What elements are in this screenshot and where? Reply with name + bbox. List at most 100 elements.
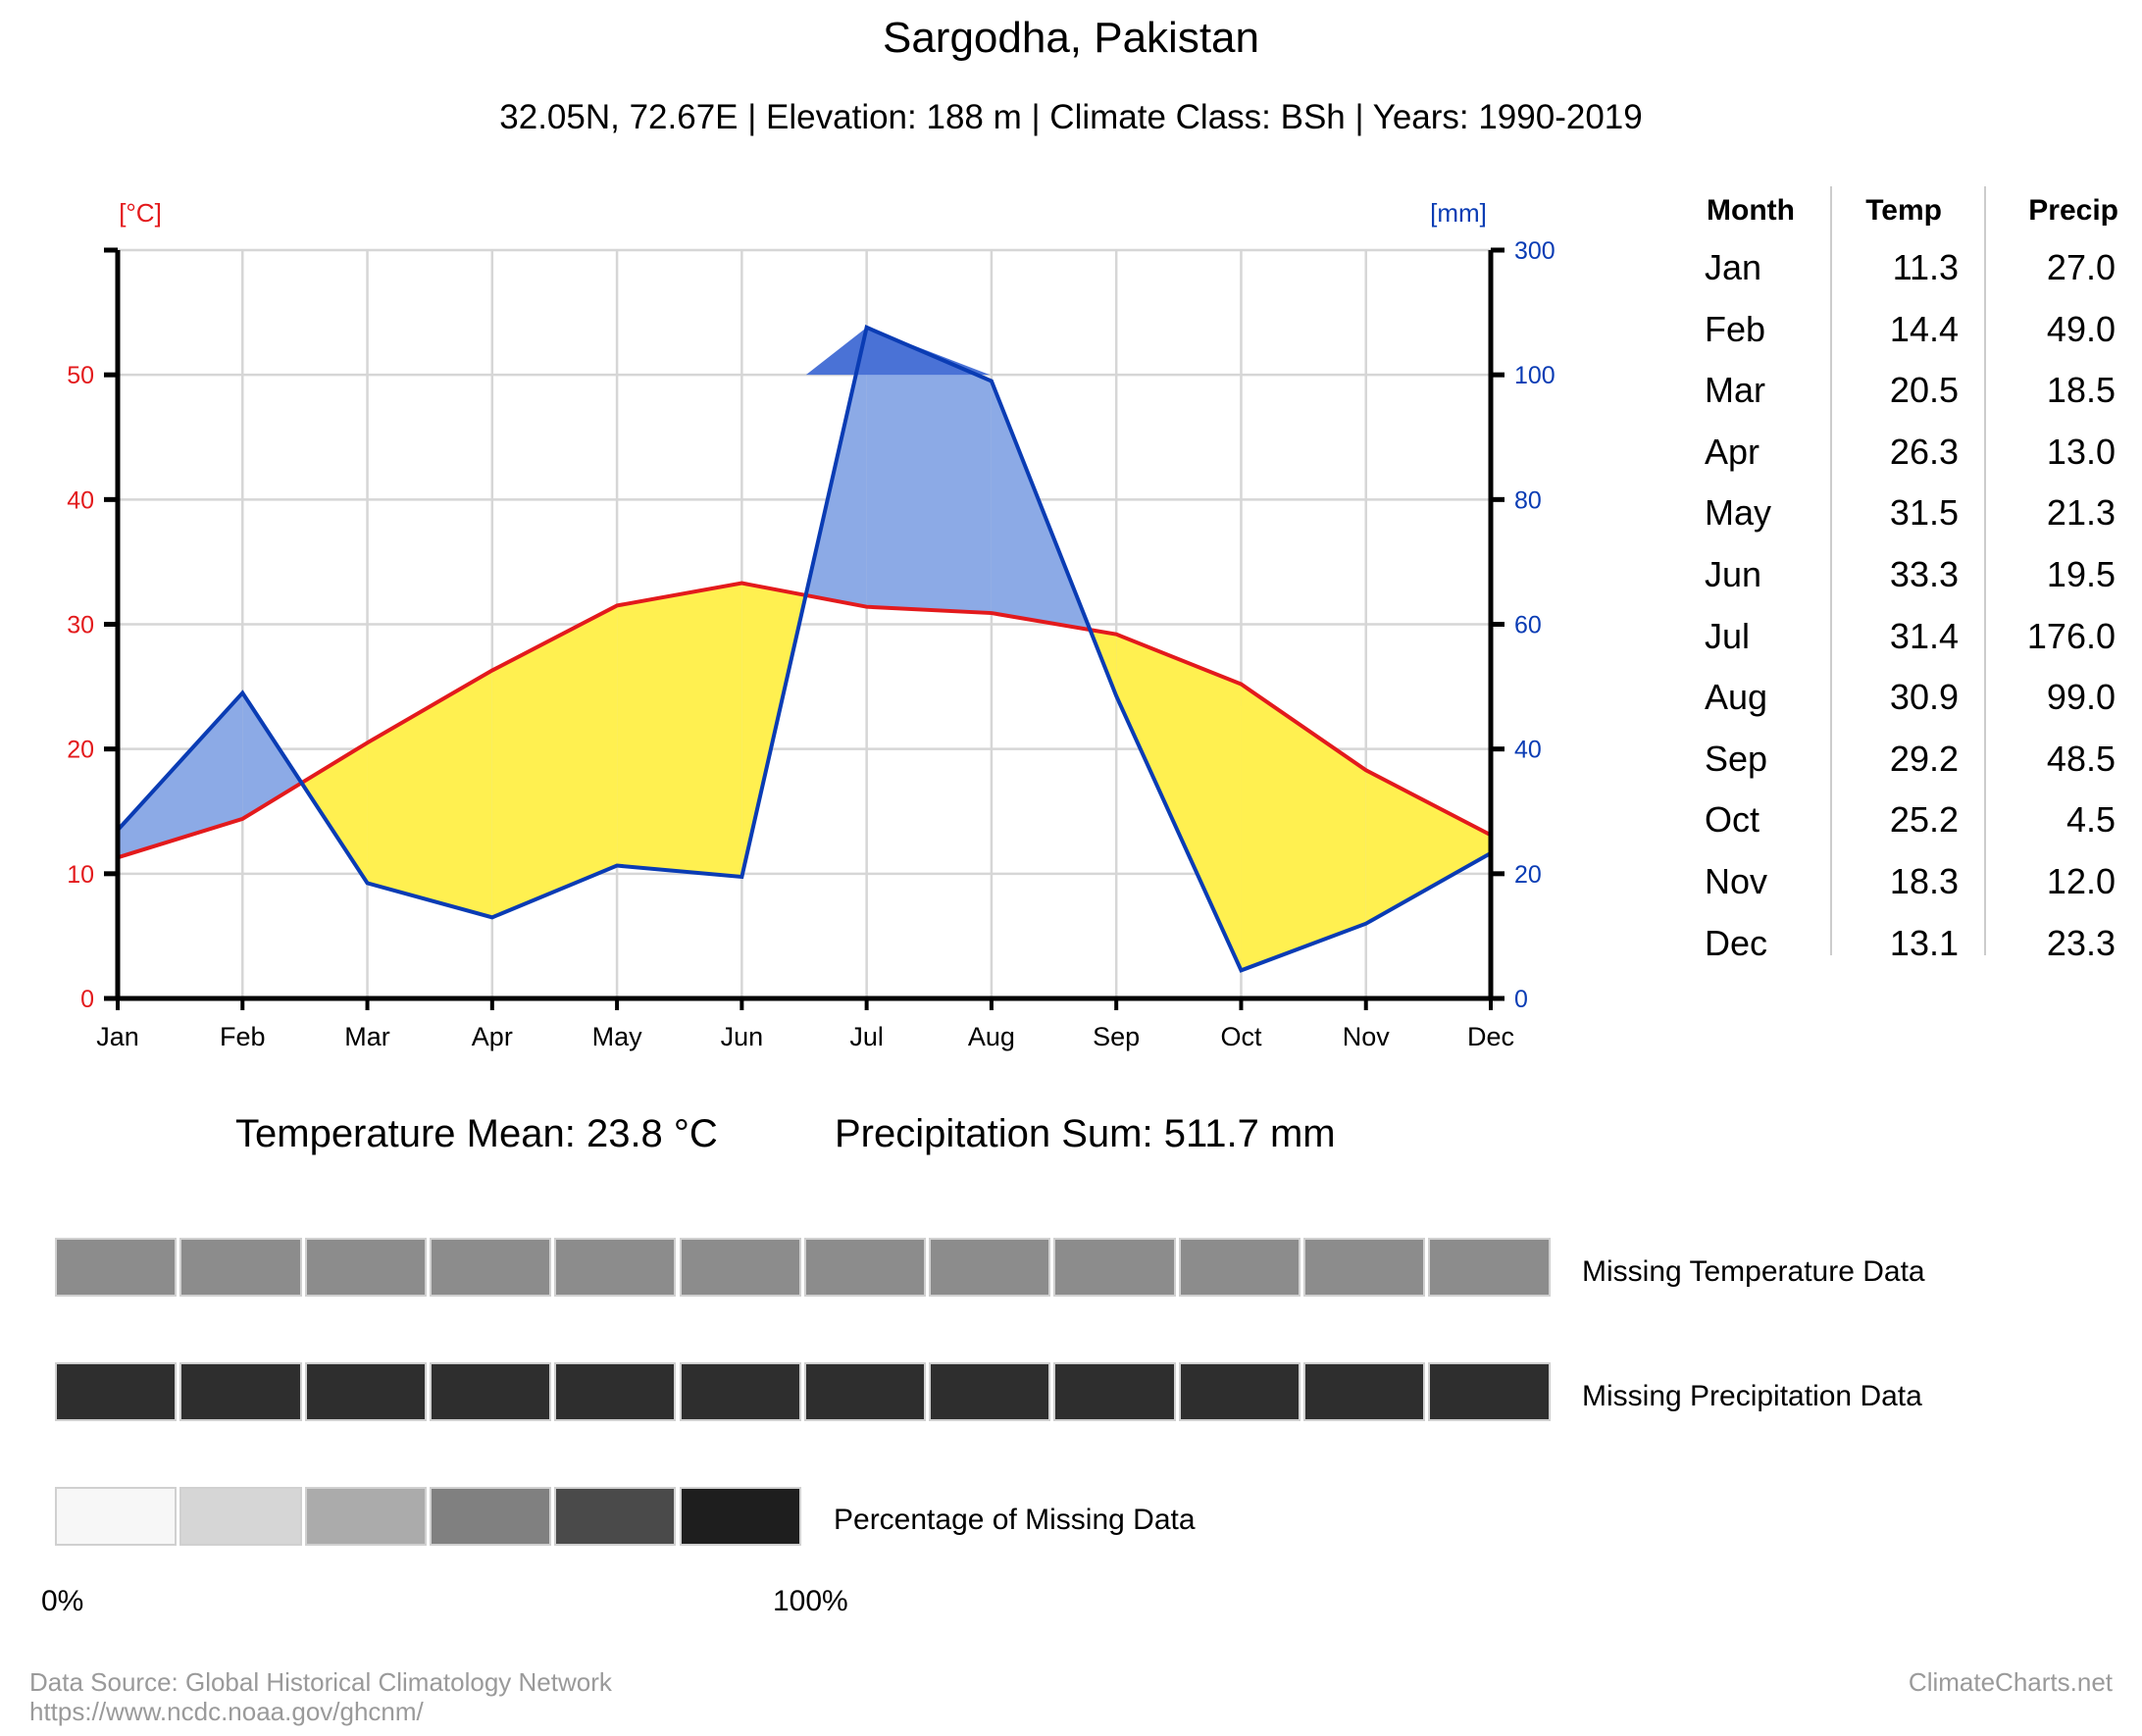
table-cell-temp: 33.3 bbox=[1889, 554, 1959, 594]
table-divider bbox=[1830, 186, 1832, 955]
arid-area bbox=[367, 670, 492, 918]
table-cell-temp: 31.5 bbox=[1889, 492, 1959, 534]
scale-max-label: 100% bbox=[773, 1585, 848, 1617]
humid-area bbox=[242, 692, 302, 819]
table-cell-precip: 19.5 bbox=[2046, 554, 2116, 594]
arid-area bbox=[1365, 770, 1491, 924]
arid-area bbox=[491, 605, 618, 918]
left-tick-label: 30 bbox=[67, 612, 94, 639]
table-cell-temp: 18.3 bbox=[1889, 861, 1959, 901]
left-tick-label: 20 bbox=[67, 737, 94, 764]
scale-min-label: 0% bbox=[41, 1585, 84, 1617]
x-tick-label: Dec bbox=[1467, 1022, 1514, 1051]
missing-precip-cell bbox=[803, 1362, 927, 1421]
table-cell-temp: 26.3 bbox=[1889, 431, 1959, 472]
missing-temp-cell bbox=[929, 1238, 1051, 1297]
missing-temp-cell bbox=[1178, 1238, 1300, 1297]
x-tick-label: Jun bbox=[721, 1022, 764, 1051]
missing-precipitation-label: Missing Precipitation Data bbox=[1582, 1380, 1922, 1412]
right-tick-label: 40 bbox=[1514, 737, 1542, 764]
table-cell-month: Jun bbox=[1705, 554, 1762, 594]
chart-subtitle: 32.05N, 72.67E | Elevation: 188 m | Clim… bbox=[499, 98, 1643, 136]
x-tick-label: Nov bbox=[1343, 1022, 1391, 1051]
x-tick-label: Sep bbox=[1093, 1022, 1140, 1051]
missing-temp-cell bbox=[179, 1238, 302, 1297]
x-tick-label: Oct bbox=[1220, 1022, 1262, 1051]
x-tick-label: Feb bbox=[220, 1022, 266, 1051]
table-cell-temp: 13.1 bbox=[1889, 922, 1959, 963]
missing-temp-cell bbox=[55, 1238, 178, 1297]
left-tick-label: 40 bbox=[67, 486, 94, 514]
missing-percentage-label: Percentage of Missing Data bbox=[834, 1504, 1196, 1536]
brand-link[interactable]: ClimateCharts.net bbox=[1908, 1667, 2113, 1697]
table-cell-precip: 27.0 bbox=[2046, 247, 2116, 287]
missing-precip-cell bbox=[1053, 1362, 1176, 1421]
table-cell-temp: 25.2 bbox=[1889, 799, 1959, 841]
table-cell-month: Oct bbox=[1705, 799, 1760, 841]
table-cell-temp: 30.9 bbox=[1889, 677, 1959, 718]
missing-precip-cell bbox=[55, 1362, 178, 1421]
perhumid-area bbox=[805, 327, 991, 376]
missing-temp-cell bbox=[1303, 1238, 1426, 1297]
scale-cell bbox=[179, 1487, 302, 1546]
table-cell-precip: 99.0 bbox=[2046, 677, 2116, 718]
missing-precip-cell bbox=[179, 1362, 302, 1421]
table-cell-precip: 49.0 bbox=[2046, 308, 2116, 349]
arid-area bbox=[1116, 634, 1242, 971]
x-tick-label: Aug bbox=[968, 1022, 1015, 1051]
left-tick-label: 50 bbox=[67, 362, 94, 389]
table-cell-month: Jan bbox=[1705, 247, 1762, 287]
table-cell-month: Dec bbox=[1705, 922, 1768, 963]
table-cell-temp: 29.2 bbox=[1889, 738, 1959, 779]
missing-temp-cell bbox=[1053, 1238, 1176, 1297]
temperature-mean: Temperature Mean: 23.8 °C bbox=[235, 1112, 718, 1155]
left-axis-unit: [°C] bbox=[119, 198, 162, 228]
right-tick-label: 0 bbox=[1514, 986, 1528, 1013]
precipitation-line bbox=[116, 325, 1492, 973]
table-cell-month: Sep bbox=[1705, 738, 1768, 779]
missing-temperature-label: Missing Temperature Data bbox=[1582, 1255, 1925, 1288]
left-tick-label: 10 bbox=[67, 861, 94, 889]
table-cell-temp: 20.5 bbox=[1889, 370, 1959, 411]
table-cell-precip: 12.0 bbox=[2046, 861, 2116, 901]
table-cell-precip: 48.5 bbox=[2046, 738, 2116, 779]
humid-area bbox=[866, 327, 992, 614]
missing-precip-cell bbox=[1428, 1362, 1551, 1421]
missing-temp-cell bbox=[803, 1238, 927, 1297]
table-cell-temp: 14.4 bbox=[1889, 308, 1959, 349]
missing-temp-cell bbox=[429, 1238, 552, 1297]
table-header-precip: Precip bbox=[2028, 194, 2118, 227]
right-tick-label: 80 bbox=[1514, 486, 1542, 514]
table-cell-temp: 11.3 bbox=[1892, 247, 1959, 287]
table-cell-precip: 176.0 bbox=[2026, 615, 2116, 656]
table-cell-month: Feb bbox=[1705, 308, 1766, 349]
table-cell-precip: 23.3 bbox=[2046, 922, 2116, 963]
missing-temp-cell bbox=[554, 1238, 677, 1297]
data-source-url[interactable]: https://www.ncdc.noaa.gov/ghcnm/ bbox=[29, 1697, 424, 1726]
missing-precip-cell bbox=[929, 1362, 1051, 1421]
table-cell-temp: 31.4 bbox=[1889, 615, 1959, 656]
table-cell-precip: 4.5 bbox=[2066, 799, 2116, 841]
arid-area bbox=[301, 742, 368, 884]
scale-cell bbox=[554, 1487, 677, 1546]
missing-precip-cell bbox=[1303, 1362, 1426, 1421]
missing-temp-cell bbox=[679, 1238, 801, 1297]
missing-precip-cell bbox=[554, 1362, 677, 1421]
table-cell-precip: 18.5 bbox=[2046, 370, 2116, 411]
right-tick-label: 20 bbox=[1514, 861, 1542, 889]
x-tick-label: Apr bbox=[472, 1022, 513, 1051]
right-tick-label: 60 bbox=[1514, 612, 1542, 639]
missing-temp-cell bbox=[304, 1238, 427, 1297]
table-cell-month: Mar bbox=[1705, 370, 1765, 411]
missing-precip-cell bbox=[1178, 1362, 1300, 1421]
right-axis-unit: [mm] bbox=[1430, 198, 1487, 228]
scale-cell bbox=[679, 1487, 801, 1546]
x-tick-label: Jan bbox=[96, 1022, 139, 1051]
x-tick-label: May bbox=[592, 1022, 643, 1051]
table-header-month: Month bbox=[1707, 194, 1795, 227]
x-tick-label: Mar bbox=[344, 1022, 390, 1051]
scale-cell bbox=[429, 1487, 552, 1546]
table-cell-month: Apr bbox=[1705, 431, 1760, 472]
table-cell-month: Jul bbox=[1705, 615, 1751, 656]
